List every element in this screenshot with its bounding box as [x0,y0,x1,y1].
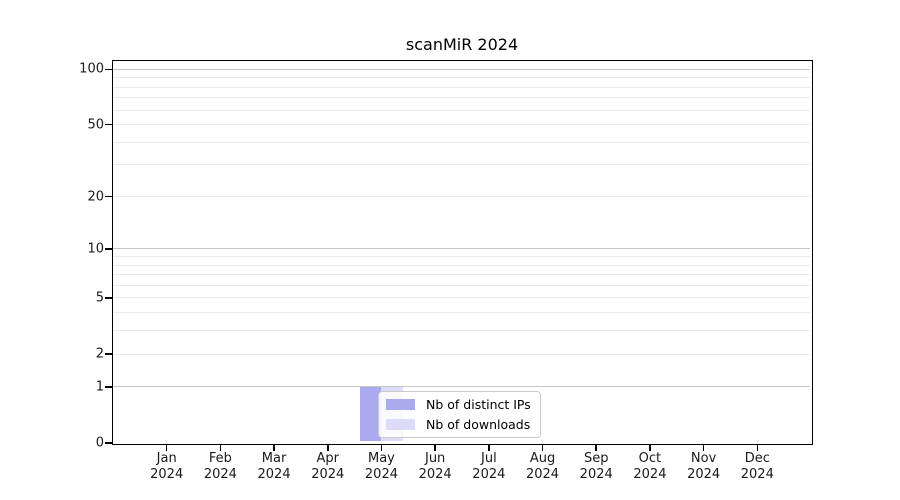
gridline-minor [113,353,810,355]
x-tick-label: Jun 2024 [399,451,471,483]
y-tick-label: 5 [95,290,104,306]
legend-item: Nb of downloads [386,417,531,432]
y-tick [105,248,112,250]
y-tick-label: 10 [87,241,104,257]
y-tick [105,68,112,71]
x-tick [165,444,168,451]
x-tick [595,444,597,451]
legend-label: Nb of downloads [426,417,531,432]
y-tick-label: 100 [79,61,104,77]
y-tick [105,297,112,299]
x-tick-month: Oct [638,451,662,466]
x-tick-year: 2024 [150,467,184,482]
x-tick-month: Feb [208,451,232,466]
gridline-minor [113,124,810,126]
y-tick-label: 50 [87,117,104,133]
x-tick-year: 2024 [418,467,452,482]
legend: Nb of distinct IPs Nb of downloads [378,391,541,438]
x-tick [380,444,383,451]
x-tick [273,444,275,451]
gridline-minor [113,284,810,286]
legend-label: Nb of distinct IPs [426,397,531,412]
x-tick [756,444,759,451]
x-tick [702,444,705,451]
bar-distinct-ips [359,386,382,442]
legend-swatch [386,419,415,430]
gridline-minor [113,141,810,143]
gridline-minor [113,164,810,166]
gridline-minor [113,264,810,266]
y-tick [105,123,112,126]
x-tick [219,444,222,451]
y-tick-label: 20 [87,189,104,205]
x-tick-month: Apr [316,451,340,466]
x-tick-month: Sep [583,451,609,466]
x-tick-year: 2024 [633,467,667,482]
x-tick [434,444,436,451]
y-tick [105,386,112,388]
y-tick-label: 2 [95,346,104,362]
x-tick-month: Jun [424,451,446,466]
x-tick [649,444,651,451]
x-tick-label: Apr 2024 [292,451,364,483]
x-tick [541,444,544,451]
gridline-minor [113,109,810,111]
x-tick-label: Jul 2024 [453,451,525,483]
x-tick-label: Dec 2024 [721,451,793,483]
x-tick-label: May 2024 [345,451,417,483]
gridline-major [113,68,810,70]
gridline-minor [113,196,810,198]
gridline-minor [113,330,810,332]
y-tick-label: 0 [95,435,104,451]
gridline-major [113,386,810,388]
x-tick-month: Mar [261,451,287,466]
x-tick-year: 2024 [203,467,237,482]
x-tick-label: Feb 2024 [184,451,256,483]
x-tick [488,444,490,451]
x-tick-year: 2024 [257,467,291,482]
x-tick-month: May [368,451,395,466]
x-tick-label: Jan 2024 [131,451,203,483]
x-tick-month: Jul [481,451,497,466]
y-tick [105,442,112,444]
x-tick-label: Aug 2024 [507,451,579,483]
x-tick-year: 2024 [311,467,345,482]
x-tick-month: Aug [529,451,556,466]
x-tick-month: Jan [156,451,177,466]
x-tick-month: Nov [690,451,717,466]
x-tick-year: 2024 [740,467,774,482]
legend-swatch [386,399,415,410]
x-tick-label: Oct 2024 [614,451,686,483]
x-tick-year: 2024 [472,467,506,482]
x-tick-label: Sep 2024 [560,451,632,483]
x-tick-year: 2024 [364,467,398,482]
gridline-minor [113,77,810,79]
y-tick [105,353,112,355]
legend-item: Nb of distinct IPs [386,397,531,412]
gridline-minor [113,86,810,88]
gridline-minor [113,256,810,258]
x-tick-label: Mar 2024 [238,451,310,483]
gridline-minor [113,97,810,99]
x-tick-month: Dec [744,451,770,466]
x-tick-label: Nov 2024 [668,451,740,483]
gridline-major [113,248,810,250]
x-tick [327,444,329,451]
chart-title: scanMiR 2024 [405,35,519,54]
x-tick-year: 2024 [579,467,613,482]
y-tick [105,195,112,198]
x-tick-year: 2024 [687,467,721,482]
gridline-minor [113,274,810,276]
y-tick-label: 1 [95,379,104,395]
gridline-minor [113,297,810,299]
gridline-minor [113,312,810,314]
x-tick-year: 2024 [525,467,560,482]
